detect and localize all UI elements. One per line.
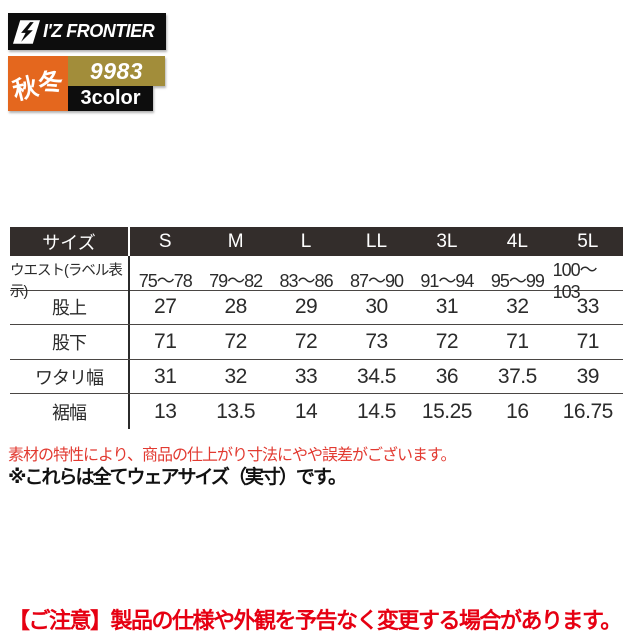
size-table-body: ウエスト(ラベル表示) 75〜78 79〜82 83〜86 87〜90 91〜94 95〜9… (10, 256, 623, 429)
table-row: 股上 27 28 29 30 31 32 33 (10, 290, 623, 326)
measurement-cell: 14.5 (357, 399, 396, 423)
measurement-cell: 14 (294, 399, 318, 423)
measurement-cell: 37.5 (497, 364, 537, 388)
measurement-cell: 13 (154, 399, 177, 423)
measurement-cell: 15.25 (421, 399, 473, 423)
brand-logo-bar: I'Z FRONTIER (8, 13, 166, 50)
size-table-corner-label: サイズ (10, 227, 130, 256)
measurement-cell: 27 (154, 295, 177, 319)
measurement-cell: 73 (365, 329, 388, 353)
brand-block: I'Z FRONTIER 秋冬 9983 3color (8, 13, 166, 111)
size-column-header-3L: 3L (436, 230, 458, 252)
measurement-cell: 13.5 (216, 399, 256, 423)
size-column-header-L: L (300, 230, 312, 252)
season-badge: 秋冬 (8, 56, 68, 111)
table-row: ウエスト(ラベル表示) 75〜78 79〜82 83〜86 87〜90 91〜94 95〜9… (10, 256, 623, 303)
measurement-cell: 79〜82 (209, 270, 263, 291)
model-number-badge: 9983 (68, 56, 165, 86)
measurement-cell: 72 (224, 329, 247, 353)
measurement-cell: 91〜94 (420, 270, 474, 291)
row-label: ウエスト(ラベル表示) (10, 256, 130, 303)
measurement-cell: 16 (506, 399, 529, 423)
measurement-cell: 71 (576, 329, 600, 353)
measurement-cell: 29 (294, 295, 318, 319)
measurement-cell: 39 (576, 364, 600, 388)
measurement-cell: 71 (506, 329, 529, 353)
measurement-cell: 16.75 (562, 399, 614, 423)
measurement-cell: 32 (506, 295, 529, 319)
row-label: 裾幅 (10, 394, 130, 429)
measurement-cell: 83〜86 (279, 270, 334, 291)
brand-name: I'Z FRONTIER (43, 21, 155, 41)
measurement-cell: 33 (576, 295, 600, 319)
table-row: ワタリ幅 31 32 33 34.5 36 37.5 39 (10, 359, 623, 395)
size-column-header-4L: 4L (506, 230, 528, 252)
measurement-cell: 30 (365, 295, 388, 319)
season-badge-label: 秋冬 (9, 65, 68, 106)
row-label: 股下 (10, 325, 130, 359)
measurement-cell: 72 (294, 329, 318, 353)
measurement-cell: 31 (154, 364, 177, 388)
size-table: サイズ S M L LL 3L 4L 5L ウエスト(ラベル表示) 75〜78 79〜82 83〜8… (10, 227, 623, 429)
material-tolerance-note: 素材の特性により、商品の仕上がり寸法にやや誤差がございます。 (8, 447, 456, 464)
table-row: 股下 71 72 72 73 72 71 71 (10, 325, 623, 360)
size-column-header-M: M (227, 230, 244, 252)
measurement-cell: 72 (435, 329, 459, 353)
measurement-cell: 100〜103 (552, 260, 598, 302)
size-column-header-LL: LL (365, 230, 388, 252)
measurement-cell: 34.5 (357, 364, 396, 388)
measurement-cell: 32 (224, 364, 247, 388)
wear-size-note: ※これらは全てウェアサイズ（実寸）です。 (8, 467, 347, 488)
badge-stack: 9983 3color (68, 56, 165, 111)
size-column-header-5L: 5L (577, 230, 599, 252)
measurement-cell: 33 (294, 364, 318, 388)
badge-row: 秋冬 9983 3color (8, 56, 166, 111)
row-label: 股上 (10, 290, 130, 325)
measurement-cell: 36 (435, 364, 459, 388)
caution-notice: 【ご注意】製品の仕様や外観を予告なく変更する場合があります。 (8, 608, 622, 633)
measurement-cell: 71 (154, 329, 177, 353)
measurement-cell: 28 (224, 295, 247, 319)
row-label: ワタリ幅 (10, 359, 130, 394)
measurement-cell: 31 (435, 295, 459, 319)
size-column-header-S: S (158, 230, 172, 252)
measurement-cell: 87〜90 (349, 270, 404, 291)
measurement-cell: 75〜78 (138, 270, 193, 291)
measurement-cell: 95〜99 (490, 270, 545, 291)
color-count-badge: 3color (68, 86, 153, 111)
table-row: 裾幅 13 13.5 14 14.5 15.25 16 16.75 (10, 394, 623, 429)
size-table-header: サイズ S M L LL 3L 4L 5L (10, 227, 623, 256)
lightning-bolt-icon (13, 19, 40, 44)
